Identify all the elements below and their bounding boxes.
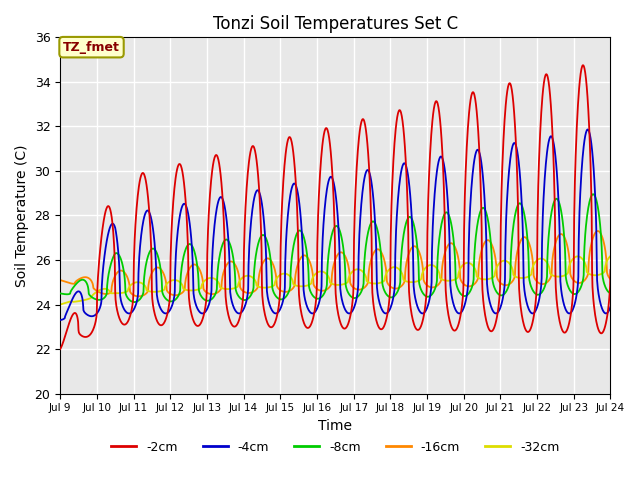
X-axis label: Time: Time (318, 419, 352, 433)
Text: TZ_fmet: TZ_fmet (63, 41, 120, 54)
Y-axis label: Soil Temperature (C): Soil Temperature (C) (15, 144, 29, 287)
Title: Tonzi Soil Temperatures Set C: Tonzi Soil Temperatures Set C (212, 15, 458, 33)
Legend: -2cm, -4cm, -8cm, -16cm, -32cm: -2cm, -4cm, -8cm, -16cm, -32cm (106, 436, 564, 458)
